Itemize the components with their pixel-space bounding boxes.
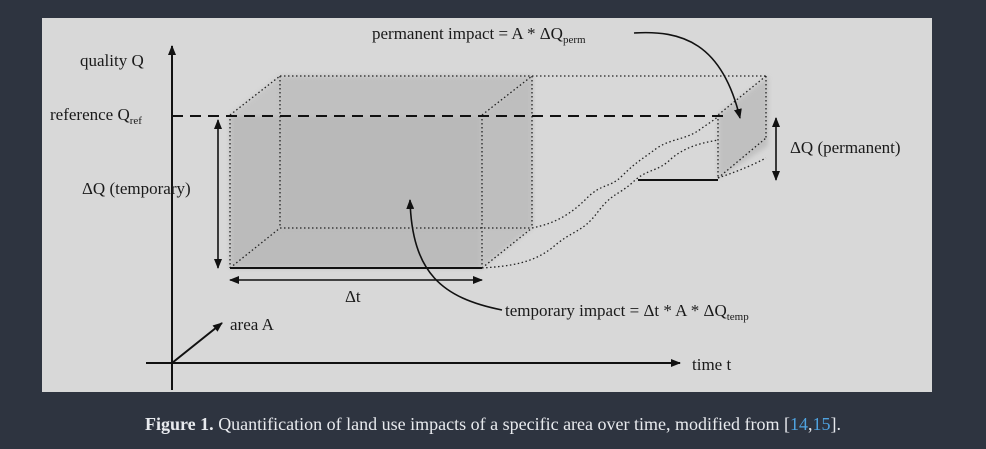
caption-text: Quantification of land use impacts of a … [213, 414, 790, 434]
recovery-curves [481, 114, 767, 269]
area-axis [171, 322, 223, 364]
temporary-impact-label: temporary impact = Δt * A * ΔQtemp [505, 301, 749, 323]
permanent-impact-volume [718, 76, 768, 178]
reference-block-wireframe [229, 75, 767, 269]
caption-label: Figure 1. [145, 414, 214, 434]
time-axis-label: time t [692, 355, 731, 374]
delta-t-label: Δt [345, 287, 361, 306]
area-axis-label: area A [230, 315, 275, 334]
citation-separator: , [807, 414, 813, 434]
figure-caption: Figure 1. Quantification of land use imp… [0, 414, 986, 435]
permanent-impact-label: permanent impact = A * ΔQperm [372, 24, 586, 46]
volume-base-lines [230, 179, 718, 269]
delta-q-permanent-label: ΔQ (permanent) [790, 138, 901, 157]
delta-q-temporary-label: ΔQ (temporary) [82, 179, 191, 198]
citation-link-15[interactable]: 15 [812, 414, 831, 434]
quality-axis-label: quality Q [80, 51, 144, 70]
temporary-impact-volume [230, 76, 532, 268]
caption-close: ]. [830, 414, 841, 434]
citation-link-14[interactable]: 14 [789, 414, 808, 434]
reference-quality-label: reference Qref [50, 105, 142, 127]
temporary-impact-leader [406, 199, 503, 311]
figure-panel: quality Q reference Qref ΔQ (temporary) … [42, 18, 932, 392]
permanent-impact-leader [633, 31, 742, 119]
land-use-impact-diagram: quality Q reference Qref ΔQ (temporary) … [50, 24, 901, 390]
